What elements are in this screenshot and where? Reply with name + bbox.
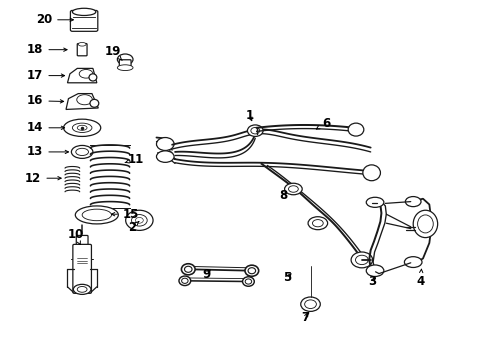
Polygon shape [67, 68, 97, 83]
Text: 4: 4 [416, 269, 424, 288]
Ellipse shape [404, 257, 421, 267]
Text: 5: 5 [283, 271, 291, 284]
Text: 20: 20 [36, 13, 73, 26]
Text: 12: 12 [25, 172, 61, 185]
Ellipse shape [412, 210, 437, 238]
Text: 11: 11 [125, 153, 144, 166]
Ellipse shape [184, 266, 192, 272]
FancyBboxPatch shape [73, 244, 91, 293]
Ellipse shape [247, 125, 263, 136]
Text: 1: 1 [245, 109, 253, 122]
Ellipse shape [181, 278, 188, 283]
Ellipse shape [244, 279, 251, 284]
FancyBboxPatch shape [70, 10, 98, 31]
Ellipse shape [77, 287, 87, 292]
FancyBboxPatch shape [76, 235, 88, 267]
Ellipse shape [179, 276, 190, 285]
Ellipse shape [350, 252, 372, 268]
Text: 13: 13 [27, 145, 68, 158]
Ellipse shape [71, 145, 93, 158]
FancyBboxPatch shape [77, 44, 87, 56]
Text: 7: 7 [301, 311, 309, 324]
Text: 16: 16 [27, 94, 63, 107]
Ellipse shape [79, 69, 93, 78]
Ellipse shape [156, 138, 174, 150]
Ellipse shape [247, 268, 255, 274]
Ellipse shape [366, 197, 383, 207]
Ellipse shape [405, 197, 420, 207]
Text: 9: 9 [202, 268, 210, 281]
Ellipse shape [117, 54, 133, 65]
Ellipse shape [244, 265, 258, 276]
Ellipse shape [77, 95, 92, 105]
Ellipse shape [347, 123, 363, 136]
Text: 15: 15 [111, 208, 139, 221]
Ellipse shape [82, 209, 111, 221]
Ellipse shape [300, 297, 320, 311]
Ellipse shape [75, 206, 118, 224]
Ellipse shape [288, 186, 298, 192]
Ellipse shape [242, 277, 254, 286]
Ellipse shape [72, 123, 92, 132]
Ellipse shape [417, 215, 432, 233]
Text: 14: 14 [27, 121, 64, 134]
Ellipse shape [250, 127, 259, 134]
Ellipse shape [89, 74, 97, 81]
Text: 2: 2 [128, 221, 139, 234]
Text: 17: 17 [27, 69, 64, 82]
Ellipse shape [135, 217, 143, 223]
Ellipse shape [304, 300, 316, 309]
Ellipse shape [63, 119, 101, 136]
Ellipse shape [117, 65, 133, 71]
Ellipse shape [90, 99, 99, 107]
Polygon shape [66, 94, 98, 109]
Ellipse shape [125, 210, 153, 230]
Ellipse shape [156, 151, 174, 162]
Ellipse shape [131, 215, 147, 226]
Ellipse shape [307, 217, 327, 230]
Ellipse shape [72, 8, 96, 15]
Ellipse shape [73, 284, 91, 294]
Ellipse shape [76, 148, 88, 156]
Text: 8: 8 [279, 189, 287, 202]
Ellipse shape [77, 125, 87, 130]
Ellipse shape [312, 220, 323, 227]
Ellipse shape [284, 183, 302, 195]
Ellipse shape [181, 264, 195, 275]
Ellipse shape [362, 165, 380, 181]
FancyBboxPatch shape [119, 60, 131, 68]
Ellipse shape [78, 42, 86, 46]
Text: 18: 18 [27, 43, 67, 56]
Ellipse shape [366, 265, 383, 276]
Ellipse shape [355, 255, 367, 265]
Text: 10: 10 [67, 228, 84, 244]
Text: 19: 19 [104, 45, 122, 60]
Text: 3: 3 [368, 275, 376, 288]
Text: 6: 6 [316, 117, 330, 130]
